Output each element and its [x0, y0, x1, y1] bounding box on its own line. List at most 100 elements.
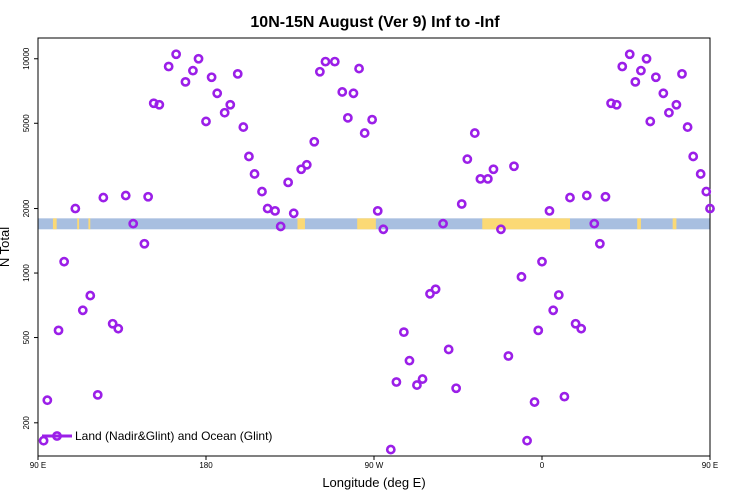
- x-tick-label: 90 E: [702, 461, 718, 470]
- data-point: [270, 205, 280, 216]
- data-point: [462, 154, 473, 165]
- data-point: [329, 56, 340, 67]
- land-segment: [637, 218, 641, 230]
- data-point: [630, 76, 641, 87]
- data-point: [188, 65, 198, 76]
- data-point: [314, 66, 325, 77]
- data-point: [594, 238, 605, 249]
- y-tick-label: 1000: [22, 264, 31, 282]
- y-tick-label: 2000: [22, 199, 31, 217]
- data-point: [201, 116, 211, 127]
- data-point: [636, 65, 646, 76]
- data-point: [143, 191, 154, 202]
- data-point: [163, 61, 174, 72]
- data-point: [475, 174, 486, 184]
- data-point: [398, 327, 409, 338]
- data-point: [624, 49, 635, 60]
- data-point: [529, 397, 540, 407]
- data-point: [469, 128, 480, 138]
- land-segment: [297, 218, 305, 230]
- data-point: [581, 190, 592, 201]
- data-point: [688, 151, 699, 162]
- data-point: [249, 169, 260, 179]
- data-point: [206, 72, 217, 83]
- data-point: [283, 177, 294, 188]
- x-tick-label: 90 W: [365, 461, 384, 470]
- data-point: [354, 63, 364, 74]
- chart-title: 10N-15N August (Ver 9) Inf to -Inf: [250, 14, 500, 31]
- x-tick-label: 0: [540, 461, 545, 470]
- data-point: [120, 190, 131, 201]
- data-point: [342, 112, 353, 123]
- data-point: [219, 107, 230, 118]
- data-point: [378, 224, 389, 235]
- data-point: [559, 391, 570, 402]
- data-point: [59, 256, 70, 267]
- data-point: [516, 271, 527, 282]
- data-point: [404, 355, 415, 366]
- data-point: [53, 325, 64, 336]
- data-point: [348, 88, 359, 99]
- data-point: [385, 444, 396, 455]
- data-point: [367, 114, 378, 125]
- data-point: [42, 395, 53, 406]
- data-point: [553, 290, 564, 300]
- data-point: [417, 374, 428, 384]
- data-point: [301, 159, 312, 170]
- data-point: [98, 192, 109, 203]
- data-point: [113, 323, 124, 334]
- data-point: [438, 218, 448, 229]
- data-point: [705, 203, 715, 214]
- y-axis-label: N Total: [0, 227, 12, 267]
- data-points: [38, 49, 715, 455]
- data-point: [600, 191, 611, 202]
- data-point: [522, 435, 532, 446]
- data-point: [337, 87, 348, 97]
- data-point: [645, 116, 656, 127]
- data-point: [275, 221, 286, 232]
- land-segment: [52, 218, 57, 230]
- data-point: [128, 218, 139, 229]
- land-band: [38, 218, 710, 230]
- data-point: [544, 205, 555, 216]
- data-point: [425, 288, 435, 299]
- data-point: [139, 238, 150, 249]
- data-point: [412, 380, 422, 390]
- data-point: [309, 136, 320, 147]
- data-point: [503, 351, 514, 361]
- data-point: [650, 72, 661, 83]
- data-point: [701, 186, 712, 197]
- data-point: [38, 435, 49, 446]
- data-point: [658, 88, 669, 99]
- data-point: [320, 56, 331, 67]
- data-point: [430, 284, 441, 295]
- data-point: [664, 107, 674, 118]
- data-point: [611, 99, 622, 110]
- data-point: [456, 199, 467, 209]
- land-segment: [482, 218, 570, 230]
- data-point: [617, 61, 628, 72]
- legend-marker: [52, 431, 62, 441]
- y-axis: 200 500 1000 2000 5000 10000: [22, 47, 38, 429]
- data-point: [372, 205, 383, 216]
- data-point: [391, 377, 402, 387]
- data-point: [70, 203, 81, 214]
- data-point: [225, 99, 236, 110]
- data-point: [212, 88, 223, 99]
- data-point: [171, 49, 182, 60]
- data-point: [451, 383, 462, 394]
- data-point: [576, 323, 587, 334]
- y-tick-label: 5000: [22, 114, 31, 132]
- data-point: [180, 76, 191, 87]
- land-segment: [77, 218, 80, 230]
- data-point: [85, 290, 96, 301]
- y-tick-label: 200: [22, 416, 31, 430]
- data-point: [695, 169, 706, 179]
- data-point: [288, 208, 299, 219]
- data-point: [443, 344, 454, 355]
- data-point: [641, 53, 652, 64]
- data-point: [589, 218, 600, 229]
- data-point: [682, 122, 693, 132]
- data-point: [509, 161, 519, 172]
